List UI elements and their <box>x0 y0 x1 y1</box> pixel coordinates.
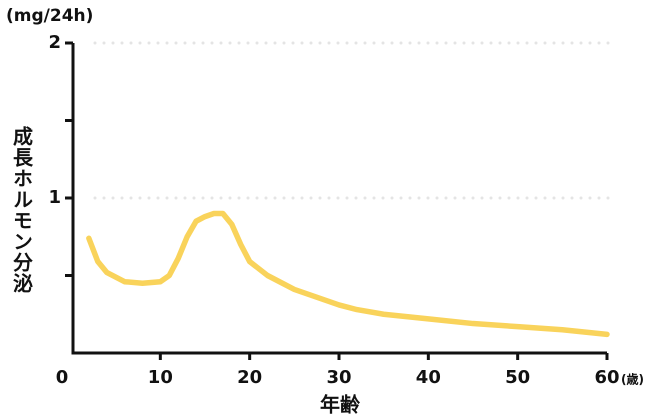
x-tick-label: 50 <box>505 367 530 388</box>
x-tick-label: 10 <box>148 367 173 388</box>
y-unit: (mg/24h) <box>6 6 93 26</box>
x-tick-label: 20 <box>237 367 262 388</box>
y-tick-label: 2 <box>48 32 61 53</box>
x-tick-label: 60 <box>594 367 619 388</box>
y-tick-label: 1 <box>48 187 61 208</box>
line <box>86 210 610 338</box>
x-axis-title: 年齢 <box>320 393 361 417</box>
y-axis-title: 成長ホルモン分泌 <box>10 125 34 294</box>
x-tick-label: 30 <box>326 367 351 388</box>
x-unit: (歳) <box>621 372 644 387</box>
x-tick-label: 40 <box>416 367 441 388</box>
x-tick-label: 0 <box>56 367 69 388</box>
